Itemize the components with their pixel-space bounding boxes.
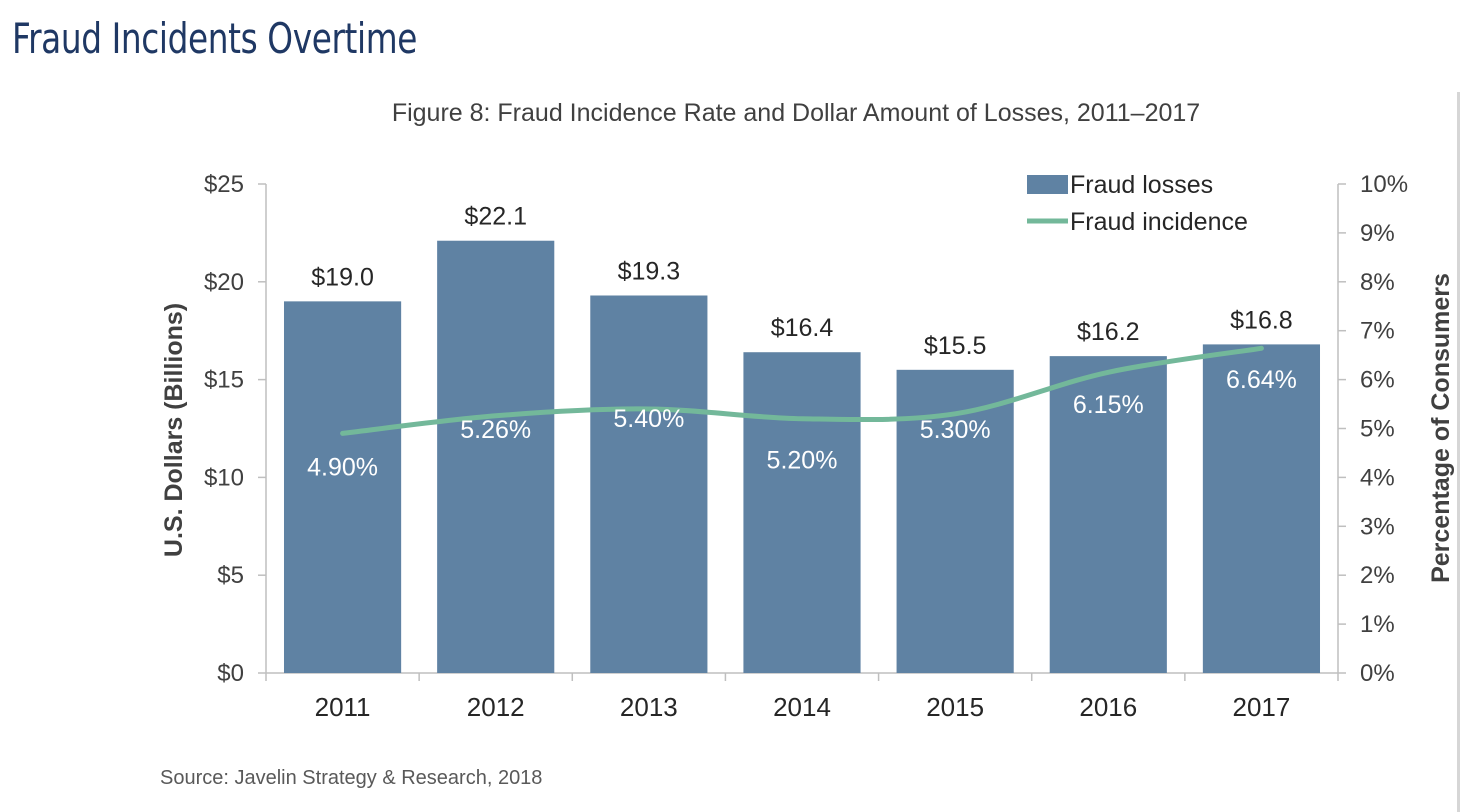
x-tick-label: 2014 xyxy=(773,692,831,722)
y-right-axis-title: Percentage of Consumers xyxy=(1427,273,1455,583)
y-right-tick-label: 7% xyxy=(1360,318,1395,345)
line-layer xyxy=(340,345,1264,436)
bar-value-label: $16.8 xyxy=(1230,306,1293,334)
chart-legend: Fraud losses Fraud incidence xyxy=(1027,171,1248,236)
y-right-tick-label: 4% xyxy=(1360,464,1395,491)
y-left-axis-title: U.S. Dollars (Billions) xyxy=(160,303,188,557)
bar xyxy=(743,352,861,673)
y-right-tick-label: 1% xyxy=(1360,611,1395,638)
bar xyxy=(1202,344,1321,673)
y-left-tick-label: $15 xyxy=(204,367,244,394)
x-tick-label: 2015 xyxy=(926,692,984,722)
bar-value-label: $16.2 xyxy=(1077,318,1140,346)
x-tick-label: 2017 xyxy=(1233,692,1291,722)
legend-label-fraud-losses: Fraud losses xyxy=(1070,171,1213,199)
y-right-tick-label: 5% xyxy=(1360,416,1395,443)
line-value-label: 6.64% xyxy=(1226,366,1297,394)
y-left-tick-label: $10 xyxy=(204,464,244,491)
x-tick-label: 2012 xyxy=(467,692,525,722)
page-title: Fraud Incidents Overtime xyxy=(12,14,418,63)
axes-layer: $0 $5 $10 $15 $20 $25 0% 1% 2% 3% 4% 5% 6% 7% 8% 9% 10% 2… xyxy=(204,171,1408,722)
y-left-tick-label: $5 xyxy=(217,562,244,589)
bar xyxy=(283,301,402,673)
bar xyxy=(590,295,708,673)
y-left-tick-label: $20 xyxy=(204,269,244,296)
line-value-label: 6.15% xyxy=(1073,391,1144,419)
line-value-label: 4.90% xyxy=(307,453,378,481)
legend-swatch-fraud-losses xyxy=(1027,175,1068,194)
bar-value-label: $19.3 xyxy=(618,257,681,285)
bars-layer xyxy=(283,240,1321,673)
y-right-tick-label: 3% xyxy=(1360,513,1395,540)
y-right-tick-label: 8% xyxy=(1360,269,1395,296)
y-right-tick-label: 2% xyxy=(1360,562,1395,589)
bar-value-label: $16.4 xyxy=(771,314,834,342)
x-tick-label: 2011 xyxy=(315,692,371,722)
bar-value-label: $19.0 xyxy=(311,263,374,291)
line-value-label: 5.20% xyxy=(767,447,838,475)
line-value-label: 5.40% xyxy=(613,405,684,433)
y-right-tick-label: 0% xyxy=(1360,660,1395,687)
chart-source: Source: Javelin Strategy & Research, 201… xyxy=(160,767,542,789)
y-left-tick-label: $0 xyxy=(217,660,244,687)
line-value-label: 5.30% xyxy=(920,416,991,444)
line-value-label: 5.26% xyxy=(460,416,531,444)
y-right-tick-label: 9% xyxy=(1360,220,1395,247)
right-divider xyxy=(1457,92,1460,812)
bar-value-label: $15.5 xyxy=(924,332,987,360)
y-right-tick-label: 6% xyxy=(1360,367,1395,394)
bar xyxy=(1049,356,1167,673)
legend-label-fraud-incidence: Fraud incidence xyxy=(1070,208,1248,236)
x-tick-label: 2013 xyxy=(620,692,678,722)
chart-title: Figure 8: Fraud Incidence Rate and Dolla… xyxy=(392,99,1200,127)
bar-value-label: $22.1 xyxy=(464,203,527,231)
bar xyxy=(437,240,555,673)
labels-layer: $19.0 $22.1 $19.3 $16.4 $15.5 $16.2 $16.8 4.90%… xyxy=(307,203,1297,482)
y-right-tick-label: 10% xyxy=(1360,171,1408,198)
y-left-tick-label: $25 xyxy=(204,171,244,198)
x-tick-label: 2016 xyxy=(1079,692,1137,722)
